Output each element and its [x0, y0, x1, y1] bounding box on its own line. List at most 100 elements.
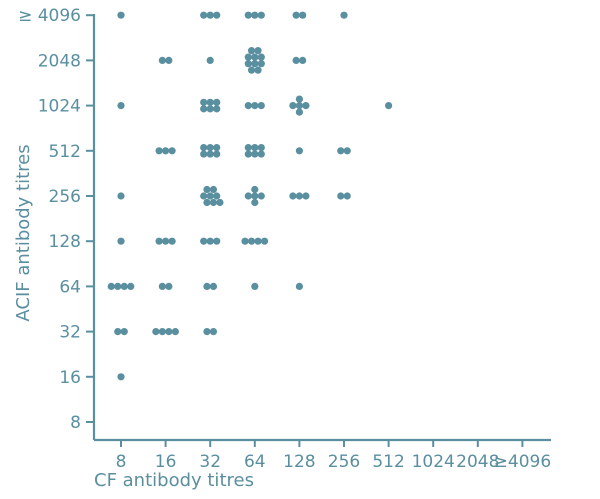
- data-point: [200, 150, 208, 158]
- x-tick-label: 256: [328, 452, 360, 472]
- y-tick-label: 8: [70, 413, 81, 433]
- data-point: [120, 282, 128, 290]
- data-point: [213, 192, 221, 200]
- x-axis-title: CF antibody titres: [94, 470, 254, 491]
- data-point: [295, 102, 303, 110]
- data-point: [206, 143, 214, 152]
- data-point: [117, 102, 125, 110]
- data-point: [343, 147, 351, 155]
- data-point: [337, 147, 345, 155]
- data-point: [257, 192, 265, 200]
- data-point: [254, 66, 262, 74]
- data-point: [244, 11, 252, 19]
- data-point: [120, 328, 128, 336]
- data-point: [165, 328, 173, 336]
- data-point: [206, 150, 214, 158]
- data-point: [247, 66, 256, 74]
- data-point: [117, 237, 125, 245]
- data-point: [254, 47, 262, 55]
- x-tick-label: ≥4096: [494, 452, 552, 472]
- data-point: [213, 143, 221, 152]
- data-point: [247, 237, 256, 245]
- data-point: [302, 102, 310, 110]
- data-point: [254, 237, 262, 245]
- data-point: [117, 192, 125, 200]
- data-point: [206, 237, 214, 245]
- data-point: [165, 56, 173, 64]
- data-point: [295, 147, 303, 155]
- data-point: [251, 192, 259, 200]
- data-point: [171, 328, 179, 336]
- data-point: [251, 11, 259, 19]
- data-point: [168, 237, 176, 245]
- data-point: [247, 47, 256, 55]
- x-tick-label: 8: [116, 452, 127, 472]
- data-point: [117, 373, 125, 381]
- data-point: [251, 282, 259, 290]
- data-point: [295, 192, 303, 200]
- data-point: [209, 198, 218, 207]
- data-point: [385, 102, 393, 110]
- data-point: [107, 282, 115, 290]
- y-axis-title: ACIF antibody titres: [13, 144, 34, 321]
- data-point: [213, 105, 221, 113]
- data-point: [299, 11, 307, 19]
- data-point: [244, 143, 252, 152]
- data-point: [257, 60, 265, 68]
- data-point: [114, 328, 122, 336]
- data-point: [251, 150, 259, 158]
- data-point: [295, 108, 303, 116]
- data-point: [114, 282, 122, 290]
- data-point: [203, 185, 211, 194]
- data-point: [206, 11, 214, 19]
- data-point: [260, 237, 269, 245]
- x-tick-label: 1024: [412, 452, 455, 472]
- data-point: [251, 198, 259, 207]
- data-point: [152, 328, 160, 336]
- x-tick-label: 128: [283, 452, 315, 472]
- data-point: [295, 282, 303, 290]
- data-point: [289, 192, 297, 200]
- data-point: [200, 143, 208, 152]
- data-point: [292, 56, 300, 64]
- y-axis-ticks: 8 16 32 64 128 256 512 1024 2048 ≥ 4096: [18, 6, 94, 433]
- y-tick-label: 32: [59, 323, 81, 343]
- data-point: [206, 105, 214, 113]
- data-point: [213, 11, 221, 19]
- data-point: [155, 237, 163, 245]
- data-point: [216, 198, 224, 207]
- data-point: [162, 237, 170, 245]
- y-tick-label: 128: [49, 232, 81, 252]
- y-tick-label: 1024: [38, 97, 81, 117]
- data-point: [200, 237, 208, 245]
- y-tick-label: 64: [59, 277, 81, 297]
- data-point: [158, 56, 166, 64]
- data-point: [200, 98, 208, 106]
- x-tick-label: 64: [244, 452, 266, 472]
- x-tick-label: 512: [372, 452, 404, 472]
- y-tick-label: ≥ 4096: [18, 6, 81, 26]
- data-point: [206, 98, 214, 106]
- data-point: [251, 143, 259, 152]
- y-tick-label: 512: [49, 142, 81, 162]
- data-point: [241, 237, 249, 245]
- data-point: [251, 185, 259, 194]
- chart-axes: [92, 14, 551, 442]
- data-point: [209, 282, 218, 290]
- data-point: [209, 328, 218, 336]
- data-point: [200, 11, 208, 19]
- data-point: [289, 102, 297, 110]
- data-point: [203, 328, 211, 336]
- x-tick-label: 32: [199, 452, 221, 472]
- data-points: [107, 11, 393, 381]
- data-point: [337, 192, 345, 200]
- data-point: [244, 53, 252, 61]
- data-point: [158, 282, 166, 290]
- data-point: [200, 192, 208, 200]
- data-point: [127, 282, 135, 290]
- data-point: [244, 150, 252, 158]
- data-point: [162, 147, 170, 155]
- data-point: [209, 185, 218, 194]
- data-point: [343, 192, 351, 200]
